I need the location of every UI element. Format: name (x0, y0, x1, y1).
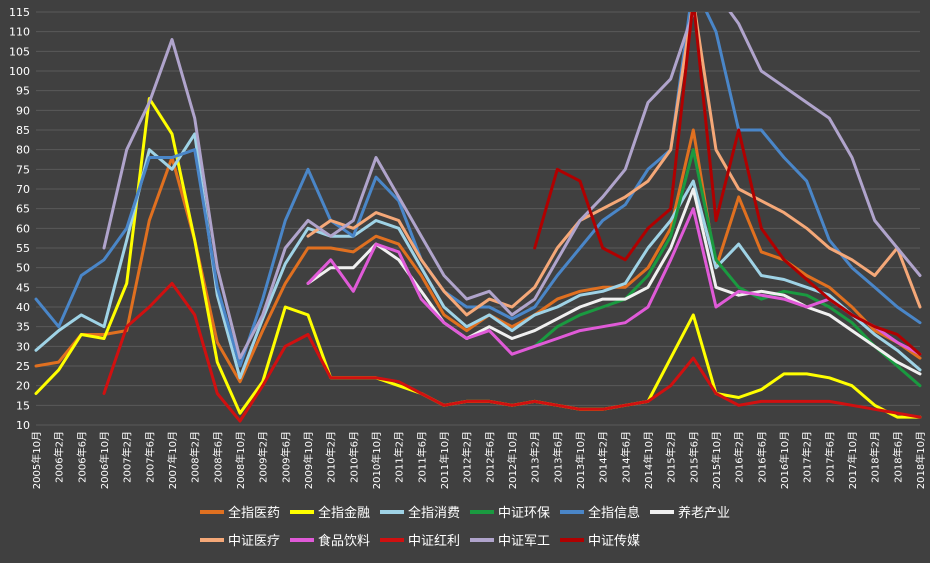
y-tick-label: 20 (16, 380, 30, 393)
y-tick-label: 55 (16, 242, 30, 255)
x-tick-label: 2008年10月 (234, 431, 247, 489)
y-tick-label: 100 (9, 65, 30, 78)
y-tick-label: 25 (16, 360, 30, 373)
y-tick-label: 105 (9, 45, 30, 58)
x-tick-label: 2006年2月 (53, 431, 66, 483)
x-tick-label: 2011年6月 (415, 431, 428, 483)
x-tick-label: 2016年10月 (778, 431, 791, 489)
x-tick-label: 2018年10月 (914, 431, 927, 489)
legend-label: 中证环保 (498, 506, 550, 521)
x-tick-label: 2009年10月 (302, 431, 315, 489)
x-tick-label: 2011年2月 (393, 431, 406, 483)
legend-label: 食品饮料 (318, 533, 370, 549)
y-axis: 10 15 20 25 30 35 40 45 50 55 60 65 70 75 80 85 90 95 100 1… (9, 6, 30, 432)
y-tick-label: 75 (16, 163, 30, 176)
series-line-2 (34, 132, 922, 380)
x-tick-label: 2008年6月 (211, 431, 224, 483)
x-tick-label: 2010年2月 (325, 431, 338, 483)
x-tick-label: 2018年2月 (869, 431, 882, 483)
x-tick-label: 2013年6月 (551, 431, 564, 483)
x-tick-label: 2007年2月 (121, 431, 134, 483)
legend-label: 中证医疗 (228, 534, 280, 549)
y-tick-label: 90 (16, 104, 30, 117)
legend-label: 全指金融 (318, 505, 370, 521)
x-tick-label: 2017年6月 (823, 431, 836, 483)
series-line-4 (34, 12, 922, 368)
gridlines (36, 11, 920, 426)
series-line-9 (102, 12, 922, 360)
x-tick-label: 2010年6月 (347, 431, 360, 483)
x-tick-label: 2005年10月 (30, 431, 43, 489)
x-tick-label: 2012年2月 (461, 431, 474, 483)
x-tick-label: 2015年2月 (665, 431, 678, 483)
series-line-6 (306, 12, 922, 317)
legend-label: 全指信息 (588, 505, 640, 521)
y-tick-label: 50 (16, 262, 30, 275)
y-tick-label: 40 (16, 301, 30, 314)
legend-label: 中证红利 (408, 533, 460, 549)
y-tick-label: 110 (9, 26, 30, 39)
x-tick-label: 2007年10月 (166, 431, 179, 489)
x-tick-label: 2017年2月 (801, 431, 814, 483)
x-tick-label: 2013年10月 (574, 431, 587, 489)
x-tick-label: 2012年10月 (506, 431, 519, 489)
series-line-0 (34, 128, 922, 384)
series-line-8 (102, 281, 922, 423)
legend-label: 全指医药 (228, 505, 280, 521)
x-tick-label: 2009年2月 (257, 431, 270, 483)
series-line-3 (533, 148, 922, 388)
legend-label: 养老产业 (678, 505, 730, 521)
x-tick-label: 2008年2月 (189, 431, 202, 483)
y-tick-label: 60 (16, 222, 30, 235)
y-tick-label: 85 (16, 124, 30, 137)
y-tick-label: 95 (16, 85, 30, 98)
x-axis: 2005年10月 2006年2月 2006年6月 2006年10月 2007年2月 200… (30, 431, 927, 489)
x-tick-label: 2014年6月 (619, 431, 632, 483)
x-tick-label: 2015年6月 (687, 431, 700, 483)
x-tick-label: 2017年10月 (846, 431, 859, 489)
series-line-10 (533, 12, 922, 356)
x-tick-label: 2013年2月 (529, 431, 542, 483)
y-tick-label: 65 (16, 203, 30, 216)
x-tick-label: 2007年6月 (143, 431, 156, 483)
x-tick-label: 2009年6月 (279, 431, 292, 483)
x-tick-label: 2006年10月 (98, 431, 111, 489)
legend-label: 全指消费 (408, 505, 460, 521)
series-line-1 (34, 97, 922, 419)
y-tick-label: 15 (16, 399, 30, 412)
y-tick-label: 70 (16, 183, 30, 196)
x-tick-label: 2018年6月 (891, 431, 904, 483)
x-tick-label: 2016年2月 (733, 431, 746, 483)
x-tick-label: 2015年10月 (710, 431, 723, 489)
x-tick-label: 2016年6月 (755, 431, 768, 483)
x-tick-label: 2011年10月 (438, 431, 451, 489)
y-tick-label: 10 (16, 419, 30, 432)
legend-label: 中证军工 (498, 534, 550, 549)
y-tick-label: 45 (16, 281, 30, 294)
x-tick-label: 2010年10月 (370, 431, 383, 489)
y-tick-label: 30 (16, 340, 30, 353)
y-tick-label: 80 (16, 144, 30, 157)
x-tick-label: 2014年10月 (642, 431, 655, 489)
series-line-7 (306, 207, 922, 356)
y-tick-label: 35 (16, 321, 30, 334)
x-tick-label: 2014年2月 (597, 431, 610, 483)
y-tick-label: 115 (9, 6, 30, 19)
series-lines (34, 12, 922, 423)
x-tick-label: 2006年6月 (75, 431, 88, 483)
legend-label: 中证传媒 (588, 534, 640, 549)
x-tick-label: 2012年6月 (483, 431, 496, 483)
